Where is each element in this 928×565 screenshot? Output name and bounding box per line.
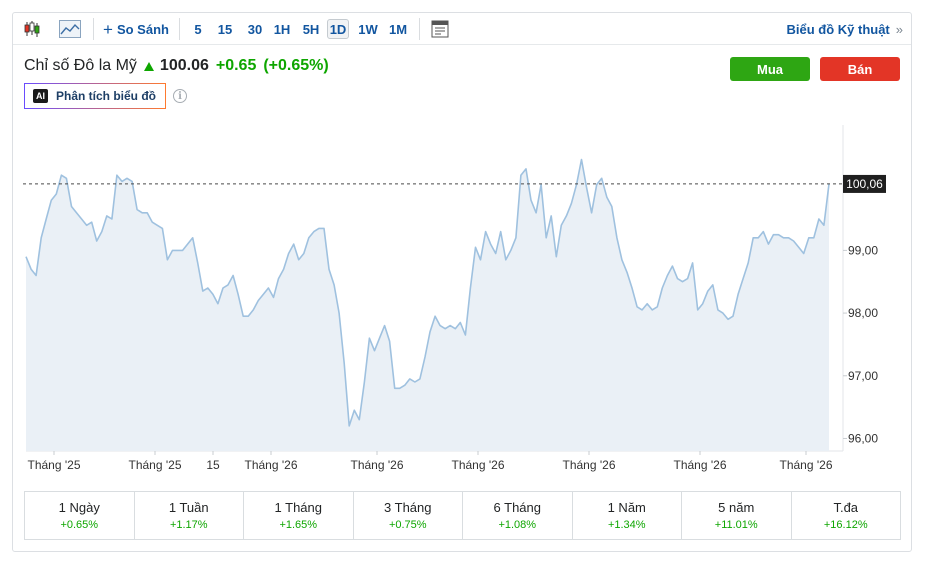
instrument-name: Chỉ số Đô la Mỹ xyxy=(24,57,137,74)
x-tick-label: 15 xyxy=(206,458,220,472)
interval-1w[interactable]: 1W xyxy=(358,21,378,37)
performance-period: 6 Tháng xyxy=(493,500,541,515)
performance-period: 1 Ngày xyxy=(58,500,100,515)
buy-button[interactable]: Mua xyxy=(730,57,810,81)
indicators-icon[interactable] xyxy=(427,13,453,45)
x-tick-label: Tháng '26 xyxy=(351,458,404,472)
x-tick-label: Tháng '26 xyxy=(245,458,298,472)
technical-chart-label: Biểu đồ Kỹ thuật xyxy=(786,21,890,37)
chart-widget: + So Sánh 5 15 30 1H 5H 1D 1W 1M Biểu đồ Kỹ thu… xyxy=(12,12,912,552)
sell-button[interactable]: Bán xyxy=(820,57,900,81)
ai-chart-analysis-button[interactable]: AI Phân tích biểu đồ xyxy=(24,83,166,109)
y-tick-label: 99,00 xyxy=(848,243,878,257)
instrument-header: Chỉ số Đô la Mỹ 100.06 +0.65 (+0.65%) xyxy=(24,55,329,77)
last-price: 100.06 xyxy=(159,57,209,74)
interval-1h[interactable]: 1H xyxy=(273,21,291,37)
chart-toolbar: + So Sánh 5 15 30 1H 5H 1D 1W 1M Biểu đồ Kỹ thu… xyxy=(13,13,911,45)
info-icon[interactable]: i xyxy=(173,89,187,103)
price-series-line xyxy=(25,158,830,427)
arrow-up-icon xyxy=(143,61,154,71)
y-tick-label: 96,00 xyxy=(848,431,878,445)
performance-period: 1 Năm xyxy=(607,500,646,515)
performance-cell[interactable]: 5 năm +11.01% xyxy=(682,492,792,539)
performance-cell[interactable]: 1 Ngày +0.65% xyxy=(25,492,135,539)
ai-analysis-label: Phân tích biểu đồ xyxy=(56,89,157,103)
performance-cell[interactable]: 1 Năm +1.34% xyxy=(573,492,682,539)
candlestick-icon[interactable] xyxy=(17,13,47,45)
toolbar-divider xyxy=(419,18,420,40)
performance-cell[interactable]: 6 Tháng +1.08% xyxy=(463,492,573,539)
interval-30[interactable]: 30 xyxy=(247,21,263,37)
current-price-tag xyxy=(843,174,886,193)
performance-cell[interactable]: T.đa +16.12% xyxy=(792,492,901,539)
performance-change: +0.65% xyxy=(60,519,99,531)
performance-cell[interactable]: 1 Tuần +1.17% xyxy=(135,492,244,539)
performance-change: +0.75% xyxy=(388,519,427,531)
price-area-fill xyxy=(26,159,829,451)
price-change-percent: (+0.65%) xyxy=(263,57,329,74)
performance-cell[interactable]: 3 Tháng +0.75% xyxy=(354,492,463,539)
performance-period: T.đa xyxy=(833,500,859,515)
performance-period: 3 Tháng xyxy=(384,500,432,515)
x-tick-label: Tháng '26 xyxy=(452,458,505,472)
double-chevron-right-icon: » xyxy=(895,21,903,37)
performance-period: 1 Tháng xyxy=(274,500,322,515)
interval-15[interactable]: 15 xyxy=(217,21,233,37)
ai-icon: AI xyxy=(33,89,48,103)
price-chart[interactable]: Investing.com100,0696,0097,0098,0099,00T… xyxy=(13,13,911,483)
interval-5h[interactable]: 5H xyxy=(302,21,320,37)
y-tick-label: 98,00 xyxy=(848,306,878,320)
performance-change: +16.12% xyxy=(823,519,868,531)
x-tick-label: Tháng '25 xyxy=(129,458,182,472)
performance-change: +1.65% xyxy=(279,519,318,531)
price-change: +0.65 xyxy=(215,57,257,74)
compare-label: So Sánh xyxy=(116,21,169,37)
toolbar-divider xyxy=(93,18,94,40)
technical-chart-link[interactable]: Biểu đồ Kỹ thuật » xyxy=(786,13,903,45)
performance-change: +1.17% xyxy=(169,519,208,531)
performance-strip: 1 Ngày +0.65% 1 Tuần +1.17% 1 Tháng +1.65% 3 T… xyxy=(24,491,901,540)
performance-change: +1.34% xyxy=(607,519,646,531)
plus-icon: + xyxy=(103,19,113,39)
performance-cell[interactable]: 1 Tháng +1.65% xyxy=(244,492,354,539)
performance-period: 1 Tuần xyxy=(168,500,209,515)
area-chart-icon[interactable] xyxy=(55,13,85,45)
performance-change: +1.08% xyxy=(498,519,537,531)
compare-button[interactable]: + So Sánh xyxy=(101,13,171,45)
interval-1m[interactable]: 1M xyxy=(388,21,408,37)
x-tick-label: Tháng '26 xyxy=(563,458,616,472)
interval-5[interactable]: 5 xyxy=(194,21,202,37)
performance-change: +11.01% xyxy=(714,519,758,531)
x-tick-label: Tháng '26 xyxy=(780,458,833,472)
x-tick-label: Tháng '25 xyxy=(28,458,81,472)
current-price-label: 100,06 xyxy=(846,177,883,191)
y-tick-label: 97,00 xyxy=(848,369,878,383)
toolbar-divider xyxy=(179,18,180,40)
interval-1d[interactable]: 1D xyxy=(327,19,349,39)
performance-period: 5 năm xyxy=(718,500,755,515)
x-tick-label: Tháng '26 xyxy=(674,458,727,472)
